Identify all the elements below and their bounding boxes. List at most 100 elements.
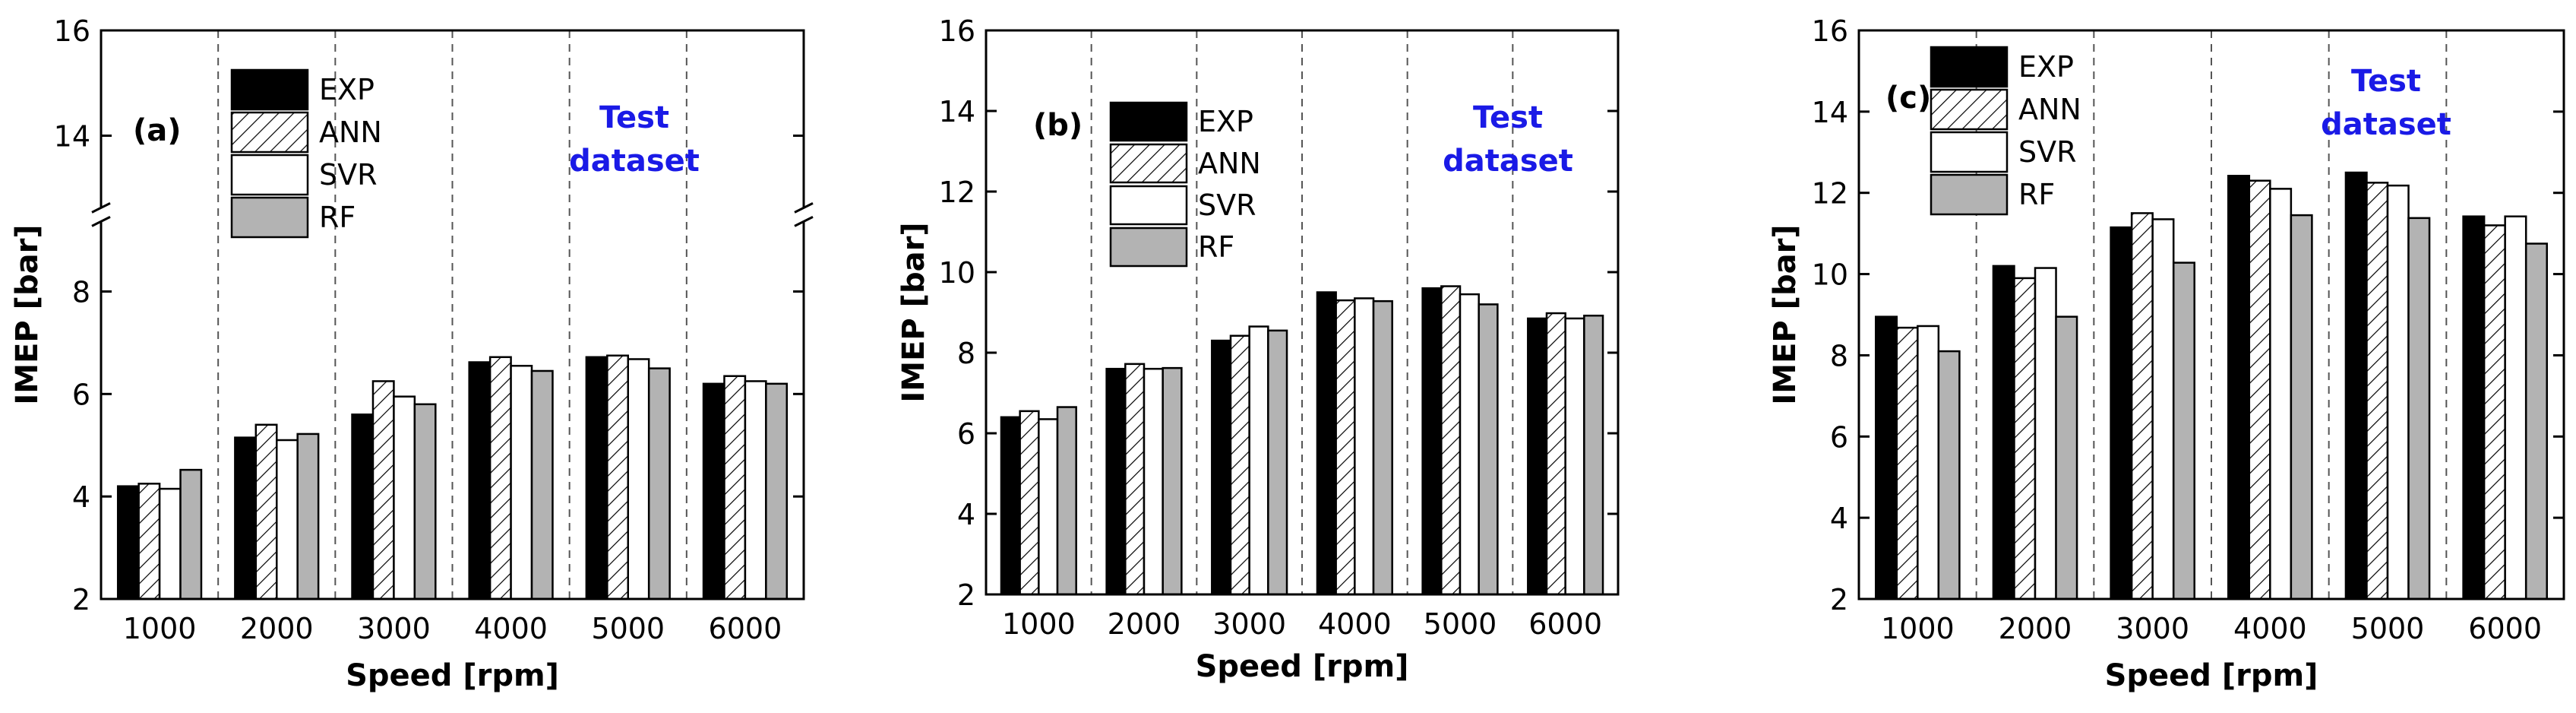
panel-label: (a)	[133, 113, 182, 148]
bar-svr-3000	[1248, 325, 1269, 596]
x-tick-label: 2000	[1108, 607, 1181, 641]
annotation-test: Test	[1473, 100, 1543, 135]
x-tick-label: 6000	[1528, 607, 1602, 641]
bar-ann-5000	[2366, 182, 2389, 601]
y-tick-label: 2	[1830, 583, 1848, 616]
bar-ann-1000	[1895, 326, 1919, 601]
y-tick-label: 6	[957, 417, 975, 451]
legend-swatch-rf	[1109, 227, 1188, 268]
y-tick-label: 12	[939, 176, 975, 209]
legend-swatch-exp	[1109, 101, 1188, 142]
x-tick-label: 5000	[2351, 612, 2425, 645]
legend-swatch-ann	[1930, 88, 2009, 131]
bar-rf-6000	[2524, 242, 2548, 601]
y-axis-title: IMEP [bar]	[10, 224, 45, 404]
x-tick-label: 1000	[1881, 612, 1955, 645]
bar-rf-4000	[2290, 214, 2313, 601]
bar-svr-1000	[1038, 418, 1059, 596]
legend-swatch-rf	[230, 196, 309, 239]
bar-rf-2000	[296, 433, 320, 601]
y-tick-label: 16	[939, 14, 975, 48]
bar-rf-4000	[1372, 299, 1393, 596]
bar-rf-6000	[765, 382, 789, 601]
axis-break-mark	[794, 202, 814, 214]
legend-label-svr: SVR	[2018, 135, 2077, 169]
annotation-dataset: dataset	[569, 144, 700, 179]
axis-break-mark	[794, 216, 814, 227]
chart-panel-1: 2 4 6 8 14 16 1000 2000 3000 4000 5000 6000 Speed [r…	[10, 14, 814, 693]
legend-swatch-svr	[1109, 185, 1188, 226]
panel-label: (b)	[1033, 108, 1083, 143]
bar-ann-3000	[1229, 334, 1250, 596]
axes-frame	[985, 29, 1620, 596]
x-tick-label: 4000	[474, 612, 548, 645]
bar-ann-5000	[606, 354, 630, 601]
bar-exp-1000	[116, 485, 140, 601]
y-tick-label: 4	[72, 480, 90, 514]
bar-svr-3000	[393, 395, 416, 601]
y-tick-label: 4	[957, 498, 975, 531]
bar-ann-3000	[371, 380, 395, 601]
bar-exp-2000	[234, 436, 258, 601]
bar-rf-3000	[2172, 261, 2195, 601]
bar-ann-3000	[2130, 212, 2154, 601]
y-axis-title: IMEP [bar]	[896, 222, 931, 402]
y-axis-title: IMEP [bar]	[1768, 224, 1803, 404]
panel-label: (c)	[1885, 81, 1931, 116]
x-tick-label: 1000	[123, 612, 197, 645]
x-tick-label: 5000	[591, 612, 665, 645]
y-tick-label: 14	[1812, 96, 1848, 129]
axis-break-mark	[91, 202, 111, 214]
bar-ann-6000	[1545, 312, 1566, 596]
bar-rf-1000	[1056, 406, 1077, 596]
legend-label-exp: EXP	[1198, 105, 1253, 138]
x-axis-title: Speed [rpm]	[346, 658, 559, 693]
annotation-dataset: dataset	[1443, 144, 1573, 179]
x-tick-label: 2000	[240, 612, 314, 645]
bar-svr-1000	[158, 487, 182, 601]
x-tick-label: 5000	[1424, 607, 1497, 641]
bar-svr-5000	[627, 358, 650, 601]
legend-label-exp: EXP	[2018, 50, 2074, 84]
annotation-test: Test	[599, 100, 669, 135]
legend-swatch-svr	[1930, 131, 2009, 173]
bar-svr-6000	[1564, 317, 1585, 596]
bar-rf-5000	[647, 367, 671, 601]
bar-svr-3000	[2151, 218, 2175, 601]
legend-label-svr: SVR	[1198, 189, 1256, 222]
y-tick-label: 8	[1830, 339, 1848, 372]
legend-swatch-ann	[1109, 143, 1188, 184]
bar-ann-2000	[2013, 277, 2037, 601]
legend-swatch-rf	[1930, 173, 2009, 216]
x-tick-label: 6000	[709, 612, 782, 645]
bar-ann-4000	[488, 356, 512, 601]
x-tick-label: 4000	[1318, 607, 1392, 641]
x-axis-title: Speed [rpm]	[1196, 649, 1409, 684]
bar-exp-6000	[702, 382, 725, 601]
bar-exp-3000	[351, 414, 375, 601]
bar-svr-6000	[744, 380, 767, 601]
legend-label-rf: RF	[2018, 178, 2055, 211]
bar-exp-5000	[585, 356, 608, 601]
legend-label-svr: SVR	[319, 158, 378, 192]
y-tick-label: 16	[54, 14, 90, 48]
x-tick-label: 3000	[1212, 607, 1286, 641]
bar-exp-6000	[1527, 317, 1548, 596]
axis-break-mark	[91, 216, 111, 227]
axes-frame-bottom	[100, 221, 805, 601]
legend-swatch-exp	[230, 68, 309, 111]
bar-ann-1000	[1019, 410, 1040, 596]
legend-label-rf: RF	[1198, 230, 1234, 264]
bar-ann-4000	[2248, 179, 2271, 601]
legend-label-ann: ANN	[2018, 93, 2081, 126]
bar-rf-3000	[1267, 329, 1288, 596]
x-tick-label: 3000	[357, 612, 431, 645]
bar-ann-2000	[1124, 363, 1146, 596]
bar-exp-5000	[1421, 287, 1443, 596]
bar-exp-4000	[1316, 291, 1337, 596]
legend: EXP ANN SVR RF	[1109, 101, 1261, 268]
annotation-test: Test	[2351, 64, 2421, 99]
chart-panel-2: 2 4 6 8 10 12 14 16 1000 2000 3000 4000 5000 6000 Spee…	[896, 14, 1620, 684]
bar-rf-6000	[1583, 314, 1604, 596]
